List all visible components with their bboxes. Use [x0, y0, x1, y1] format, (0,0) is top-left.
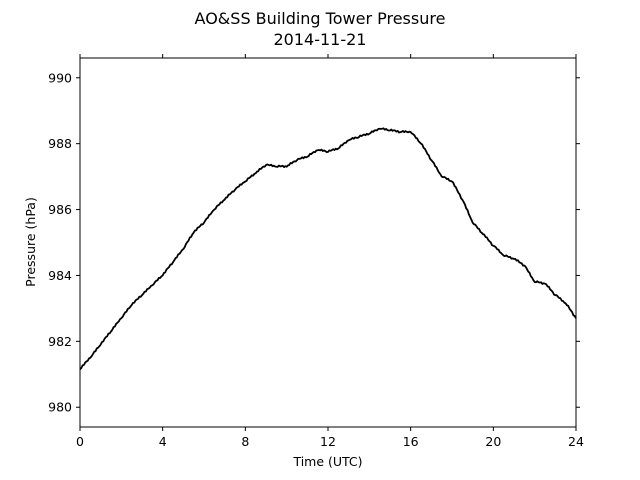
x-axis-label: Time (UTC) — [292, 454, 362, 469]
y-tick-label-986: 986 — [48, 202, 72, 217]
x-tick-label-8: 8 — [241, 434, 249, 449]
y-tick-label-988: 988 — [48, 136, 72, 151]
y-axis-label: Pressure (hPa) — [23, 197, 38, 287]
series-line-0 — [79, 127, 577, 370]
x-tick-label-0: 0 — [76, 434, 84, 449]
x-tick-label-16: 16 — [403, 434, 419, 449]
y-tick-label-990: 990 — [48, 70, 72, 85]
x-tick-label-24: 24 — [568, 434, 584, 449]
plot-area: 0 4 8 12 16 20 24 980 982 984 986 988 990 — [48, 54, 584, 449]
plot-frame — [79, 57, 577, 428]
chart-title: AO&SS Building Tower Pressure — [195, 9, 446, 28]
y-tick-label-984: 984 — [48, 268, 72, 283]
x-tick-label-12: 12 — [320, 434, 336, 449]
x-tick-label-4: 4 — [159, 434, 167, 449]
y-tick-label-982: 982 — [48, 334, 72, 349]
chart-subtitle: 2014-11-21 — [274, 30, 367, 49]
x-tick-label-20: 20 — [485, 434, 501, 449]
y-tick-label-980: 980 — [48, 400, 72, 415]
